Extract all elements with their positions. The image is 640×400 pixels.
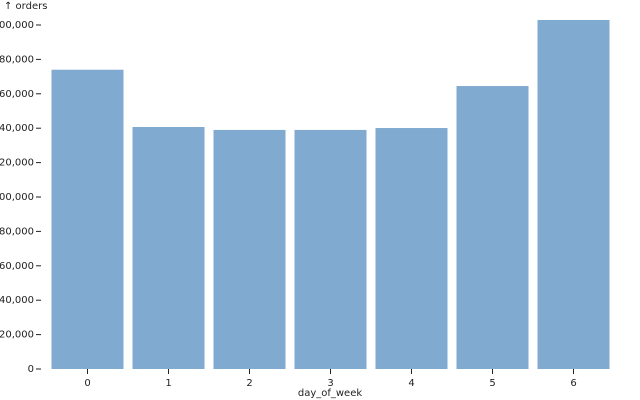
bar <box>537 20 610 370</box>
x-tick-label: 5 <box>489 378 495 389</box>
y-tick-label: 180,000 <box>0 54 34 65</box>
y-axis-label: ↑ orders <box>4 1 47 12</box>
x-axis-label: day_of_week <box>298 388 363 399</box>
bar <box>213 129 286 369</box>
x-tick-label: 4 <box>408 378 414 389</box>
y-tick-label: 200,000 <box>0 20 34 31</box>
y-tick-label: 0 <box>28 364 34 375</box>
x-tick-label: 6 <box>570 378 576 389</box>
y-tick-label: 20,000 <box>0 330 34 341</box>
y-tick-label: 120,000 <box>0 158 34 169</box>
bar <box>456 86 529 369</box>
x-tick-label: 0 <box>84 378 90 389</box>
y-tick-label: 160,000 <box>0 89 34 100</box>
bar <box>375 128 448 369</box>
y-tick-label: 80,000 <box>0 226 34 237</box>
y-tick-label: 40,000 <box>0 295 34 306</box>
y-tick-label: 140,000 <box>0 123 34 134</box>
bar <box>294 129 367 369</box>
x-tick-label: 3 <box>327 378 333 389</box>
bar <box>132 126 205 369</box>
bar <box>51 69 124 369</box>
y-tick-label: 60,000 <box>0 261 34 272</box>
x-tick-label: 2 <box>246 378 252 389</box>
y-tick-label: 100,000 <box>0 192 34 203</box>
x-tick-label: 1 <box>165 378 171 389</box>
